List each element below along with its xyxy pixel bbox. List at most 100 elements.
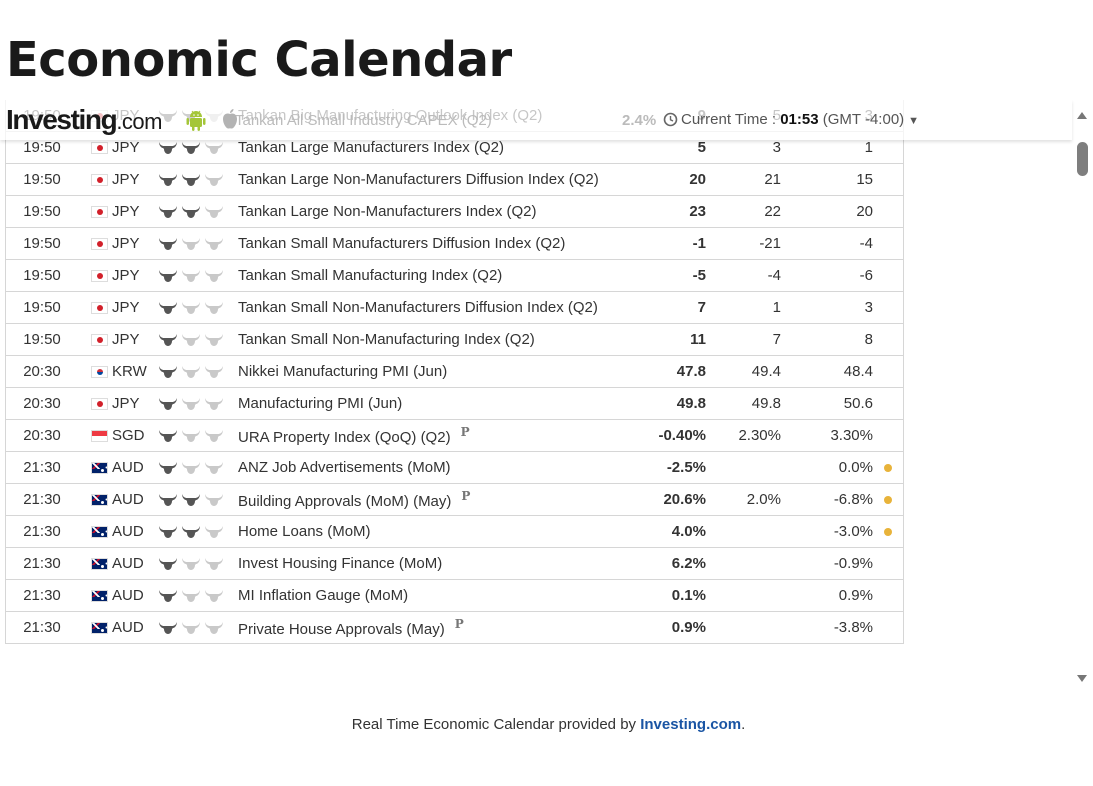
previous-value: -4 (781, 227, 873, 260)
currency: JPY (108, 387, 158, 420)
current-time[interactable]: Current Time : 01:53 (GMT -4:00) ▼ (681, 111, 919, 128)
importance (158, 291, 238, 324)
flag-jp-icon (91, 142, 108, 155)
importance (158, 579, 238, 612)
event-name[interactable]: Tankan Large Manufacturers Index (Q2) (238, 139, 504, 156)
bull-icon (204, 365, 224, 379)
revised-dot-icon (884, 464, 892, 473)
flag-au-icon (91, 622, 108, 635)
importance (158, 515, 238, 548)
table-row[interactable]: 19:50 JPY Tankan Large Non-Manufacturers I… (5, 195, 904, 228)
event-name[interactable]: Home Loans (MoM) (238, 523, 371, 540)
event-name[interactable]: Building Approvals (MoM) (May) (238, 493, 452, 510)
bull-icon (158, 557, 178, 571)
table-row[interactable]: 19:50 JPY Tankan Large Non-Manufacturers D… (5, 163, 904, 196)
table-row[interactable]: 21:30 AUD ANZ Job Advertisements (MoM) -2.5… (5, 451, 904, 484)
importance (158, 547, 238, 580)
table-row[interactable]: 21:30 AUD MI Inflation Gauge (MoM) 0.1% 0.9% (5, 579, 904, 612)
table-row[interactable]: 19:50 JPY Tankan Small Manufacturers Diffu… (5, 227, 904, 260)
bull-icon (158, 301, 178, 315)
bull-icon (204, 301, 224, 315)
event-name[interactable]: ANZ Job Advertisements (MoM) (238, 459, 451, 476)
event-time: 19:50 (5, 195, 78, 228)
event-name[interactable]: Tankan Large Non-Manufacturers Diffusion… (238, 171, 599, 188)
event-name[interactable]: MI Inflation Gauge (MoM) (238, 587, 409, 604)
flag-kr-icon (91, 366, 108, 379)
forecast-value (706, 451, 781, 484)
table-row[interactable]: 21:30 AUD Invest Housing Finance (MoM) 6.2%… (5, 547, 904, 580)
previous-value: 15 (781, 163, 873, 196)
actual-value: -5 (628, 259, 706, 292)
previous-value: -6.8% (781, 483, 873, 516)
previous-value: 3.30% (781, 419, 873, 452)
ghost-actual-value: 2.4% (622, 112, 657, 129)
event-time: 19:50 (5, 163, 78, 196)
bull-icon (204, 493, 224, 507)
event-name[interactable]: Private House Approvals (May) (238, 621, 445, 638)
table-row[interactable]: 21:30 AUD Building Approvals (MoM) (May) P 2… (5, 483, 904, 516)
investing-logo[interactable]: Investing.com (6, 104, 162, 136)
previous-value: 20 (781, 195, 873, 228)
event-name[interactable]: Manufacturing PMI (Jun) (238, 395, 403, 412)
currency: JPY (108, 259, 158, 292)
table-row[interactable]: 20:30 SGD URA Property Index (QoQ) (Q2) P -0… (5, 419, 904, 452)
event-time: 19:50 (5, 323, 78, 356)
bull-icon (204, 173, 224, 187)
currency: KRW (108, 355, 158, 388)
bull-icon (181, 173, 201, 187)
footer-investing-link[interactable]: Investing.com (640, 716, 742, 733)
event-name[interactable]: Tankan Small Non-Manufacturing Index (Q2… (238, 331, 535, 348)
revised-dot-icon (884, 528, 892, 537)
page-title: Economic Calendar (6, 32, 512, 88)
bull-icon (181, 429, 201, 443)
clock-icon (663, 112, 678, 127)
bull-icon (204, 269, 224, 283)
forecast-value (706, 515, 781, 548)
table-row[interactable]: 21:30 AUD Private House Approvals (May) P 0.… (5, 611, 904, 644)
actual-value: 23 (628, 195, 706, 228)
currency: AUD (108, 483, 158, 516)
event-name[interactable]: Tankan Large Non-Manufacturers Index (Q2… (238, 203, 537, 220)
bull-icon (158, 525, 178, 539)
bull-icon (181, 461, 201, 475)
event-time: 21:30 (5, 611, 78, 644)
table-row[interactable]: 21:30 AUD Home Loans (MoM) 4.0% -3.0% (5, 515, 904, 548)
table-row[interactable]: 19:50 JPY Tankan Small Manufacturing Index… (5, 259, 904, 292)
chevron-down-icon[interactable]: ▼ (908, 115, 920, 127)
previous-value: 0.0% (781, 451, 873, 484)
android-icon[interactable] (186, 108, 206, 132)
importance (158, 387, 238, 420)
bull-icon (181, 397, 201, 411)
table-row[interactable]: 20:30 KRW Nikkei Manufacturing PMI (Jun) 47… (5, 355, 904, 388)
importance (158, 195, 238, 228)
current-time-label: Current Time : (681, 111, 777, 128)
event-name[interactable]: Invest Housing Finance (MoM) (238, 555, 443, 572)
table-row[interactable]: 19:50 JPY Tankan Small Non-Manufacturing I… (5, 323, 904, 356)
flag-au-icon (91, 462, 108, 475)
bull-icon (158, 429, 178, 443)
event-name[interactable]: Nikkei Manufacturing PMI (Jun) (238, 363, 448, 380)
apple-icon[interactable] (221, 108, 239, 130)
currency: AUD (108, 611, 158, 644)
scroll-thumb[interactable] (1077, 142, 1088, 176)
currency: JPY (108, 323, 158, 356)
event-name[interactable]: URA Property Index (QoQ) (Q2) (238, 429, 451, 446)
scroll-up-icon[interactable] (1077, 112, 1087, 119)
bull-icon (181, 365, 201, 379)
event-name[interactable]: Tankan Small Manufacturing Index (Q2) (238, 267, 503, 284)
scroll-down-icon[interactable] (1077, 675, 1087, 682)
table-row[interactable]: 19:50 JPY Tankan Small Non-Manufacturers D… (5, 291, 904, 324)
ghost-event-name: Tankan All Small Industry CAPEX (Q2) (235, 112, 492, 129)
logo-text: Investing (6, 104, 118, 135)
bull-icon (204, 589, 224, 603)
scrollbar[interactable] (1072, 100, 1093, 690)
event-name[interactable]: Tankan Small Manufacturers Diffusion Ind… (238, 235, 566, 252)
actual-value: -0.40% (628, 419, 706, 452)
table-row[interactable]: 20:30 JPY Manufacturing PMI (Jun) 49.8 49.8 5… (5, 387, 904, 420)
flag-sg-icon (91, 430, 108, 443)
flag-au-icon (91, 494, 108, 507)
event-name[interactable]: Tankan Small Non-Manufacturers Diffusion… (238, 299, 598, 316)
previous-value: -0.9% (781, 547, 873, 580)
